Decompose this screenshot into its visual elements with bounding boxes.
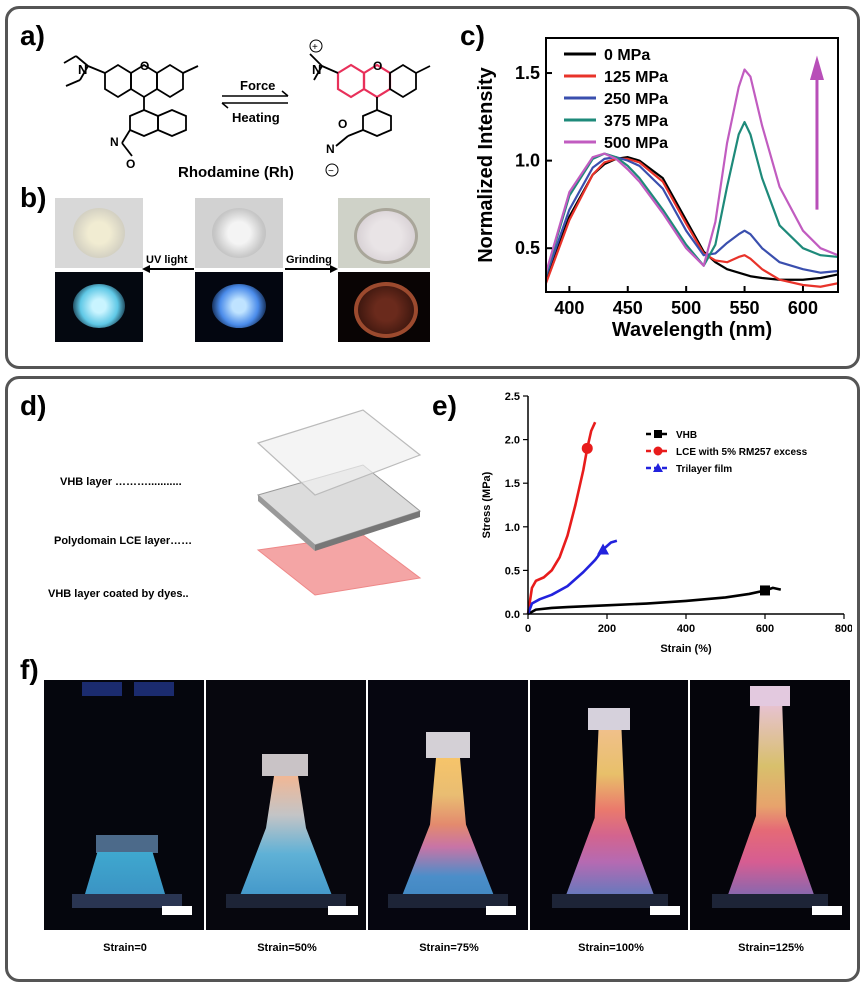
- photo-ground-fluorescent: [338, 272, 430, 342]
- x-tick-label: 550: [730, 298, 760, 318]
- svg-text:N: N: [110, 135, 119, 149]
- y-axis-label: Stress (MPa): [481, 471, 493, 538]
- photo-ground-daylight: [338, 198, 430, 268]
- x-tick-label: 600: [756, 623, 774, 635]
- panel-label-b: b): [20, 182, 47, 213]
- curve-marker-2: [597, 543, 610, 555]
- y-tick-label: 0.0: [505, 609, 520, 621]
- lce-layer-side: [315, 511, 420, 551]
- uv-light-label: UV light: [146, 254, 188, 266]
- y-tick-label: 2.5: [505, 391, 520, 403]
- vhb-top-layer: [256, 409, 422, 496]
- x-axis-label: Wavelength (nm): [612, 319, 772, 340]
- photo-uv-daylight: [55, 198, 143, 268]
- x-tick-label: 0: [525, 623, 531, 635]
- layer-label-dye: VHB layer coated by dyes..: [48, 588, 189, 600]
- y-tick-label: 1.5: [515, 63, 540, 83]
- strain-caption-0: Strain=0: [103, 942, 147, 954]
- x-tick-label: 600: [788, 298, 818, 318]
- y-tick-label: 0.5: [515, 238, 540, 258]
- rhodamine-closed-structure: [63, 55, 199, 157]
- panel-label-d: d): [20, 390, 47, 421]
- x-axis-label: Strain (%): [660, 643, 712, 655]
- curve-marker-1: [581, 442, 593, 454]
- panel-label-f: f): [20, 654, 39, 685]
- spectrum-line-3: [544, 120, 839, 275]
- svg-text:+: +: [312, 42, 318, 53]
- grinding-label: Grinding: [286, 254, 332, 266]
- svg-text:N: N: [312, 62, 321, 77]
- strain-photo-125: [690, 680, 850, 930]
- rhodamine-scheme: N O N O + N O O N −: [63, 39, 431, 177]
- legend-entry-2: 250 MPa: [604, 91, 668, 108]
- photo-uv-fluorescent: [55, 272, 143, 342]
- legend-entry-3: 375 MPa: [604, 113, 668, 130]
- strain-photo-75: [368, 680, 528, 930]
- top-panel-frame: [5, 6, 860, 369]
- curve-marker-0: [760, 585, 770, 596]
- legend-marker-0: [654, 430, 662, 438]
- x-tick-label: 500: [671, 298, 701, 318]
- compound-label: Rhodamine (Rh): [178, 164, 294, 181]
- legend-entry-1: LCE with 5% RM257 excess: [676, 447, 808, 458]
- y-tick-label: 1.5: [505, 478, 520, 490]
- y-tick-label: 1.0: [505, 522, 520, 534]
- legend-entry-2: Trilayer film: [676, 464, 732, 475]
- y-tick-label: 2.0: [505, 435, 520, 447]
- spectrum-line-2: [544, 156, 839, 277]
- y-tick-label: 1.0: [515, 151, 540, 171]
- svg-text:N: N: [78, 62, 87, 77]
- bottom-panel-frame: [5, 376, 860, 982]
- heating-label: Heating: [232, 110, 280, 125]
- svg-text:−: −: [328, 166, 334, 177]
- legend-entry-4: 500 MPa: [604, 135, 668, 152]
- svg-text:O: O: [126, 157, 135, 171]
- legend-marker-2: [653, 463, 663, 472]
- legend-entry-0: VHB: [676, 430, 697, 441]
- legend-entry-1: 125 MPa: [604, 69, 668, 86]
- strain-photo-row: [44, 680, 850, 930]
- spectrum-line-4: [544, 68, 839, 274]
- x-tick-label: 400: [554, 298, 584, 318]
- svg-text:O: O: [373, 59, 382, 73]
- strain-photo-50: [206, 680, 366, 930]
- dye-layer: [256, 534, 422, 596]
- panel-b-arrows: [142, 265, 338, 273]
- strain-caption-100: Strain=100%: [578, 942, 644, 954]
- force-label: Force: [240, 78, 276, 93]
- stress-curve-2: [526, 539, 618, 615]
- spectrum-line-0: [544, 156, 839, 281]
- y-tick-label: 0.5: [505, 565, 520, 577]
- panel-label-a: a): [20, 20, 45, 51]
- strain-photo-0: [44, 680, 204, 930]
- layer-label-lce: Polydomain LCE layer……: [54, 535, 193, 547]
- rhodamine-open-structure: [336, 63, 417, 99]
- emission-spectra-chart: 400 450 500 550 600 0.5 1.0 1.5 Wavelength (nm) N…: [475, 37, 839, 340]
- svg-text:O: O: [338, 117, 347, 131]
- x-tick-label: 200: [598, 623, 616, 635]
- y-axis-label: Normalized Intensity: [475, 66, 497, 262]
- strain-photo-100: [530, 680, 688, 930]
- panel-label-c: c): [460, 20, 485, 51]
- panel-label-e: e): [432, 390, 457, 421]
- plot-frame: [545, 37, 839, 293]
- legend-marker-1: [653, 446, 663, 456]
- increase-arrow-head: [809, 55, 824, 81]
- svg-text:N: N: [326, 142, 335, 156]
- photo-original-fluorescent: [195, 272, 283, 342]
- stress-strain-chart: 0 200 400 600 800 0.0 0.5 1.0 1.5 2.0 2.5 Strain (%…: [481, 391, 852, 655]
- layer-label-vhb: VHB layer ………...........: [60, 476, 182, 488]
- strain-caption-125: Strain=125%: [738, 942, 804, 954]
- photo-original-daylight: [195, 198, 283, 268]
- strain-caption-75: Strain=75%: [419, 942, 479, 954]
- stress-curve-0: [527, 586, 782, 616]
- legend-entry-0: 0 MPa: [604, 47, 650, 64]
- strain-caption-50: Strain=50%: [257, 942, 317, 954]
- x-tick-label: 450: [613, 298, 643, 318]
- svg-text:O: O: [140, 59, 149, 73]
- x-tick-label: 400: [677, 623, 695, 635]
- trilayer-diagram: [256, 409, 422, 596]
- x-tick-label: 800: [835, 623, 852, 635]
